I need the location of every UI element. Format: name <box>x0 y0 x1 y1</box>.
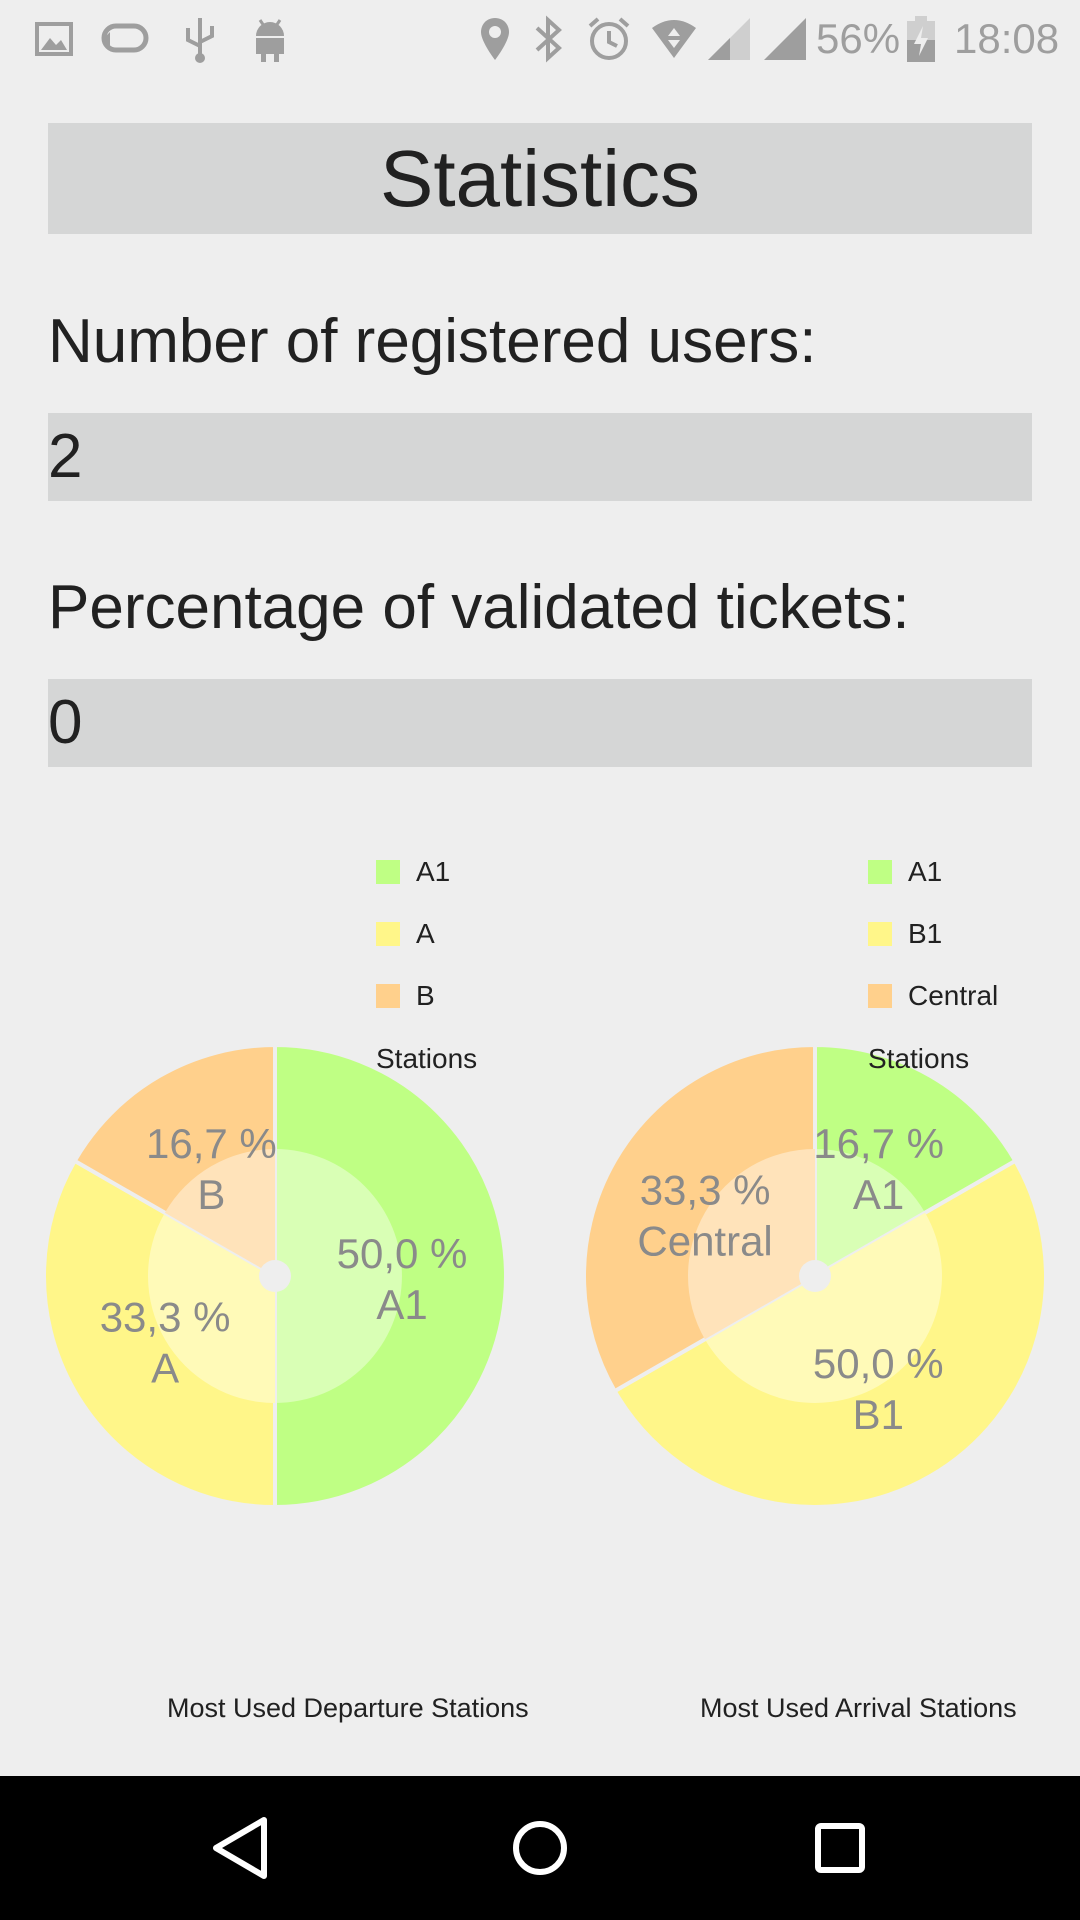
legend-swatch <box>376 922 400 946</box>
pie-slice-inner-a1 <box>815 1149 926 1276</box>
slice-value-label: 33,3 % <box>100 1294 231 1341</box>
wifi-icon <box>652 20 696 58</box>
legend-label: A1 <box>908 856 943 887</box>
slice-name-label: Central <box>637 1217 772 1264</box>
pie-slice-inner-a <box>148 1212 275 1403</box>
legend-title: Stations <box>376 1043 478 1074</box>
validated-tickets-value: 0 <box>48 679 1032 767</box>
location-icon <box>481 18 509 60</box>
slice-name-label: A1 <box>853 1171 904 1218</box>
battery-icon <box>907 16 935 62</box>
bluetooth-icon <box>535 15 562 63</box>
back-icon[interactable] <box>200 1808 280 1888</box>
slice-name-label: A <box>151 1345 179 1392</box>
status-bar: 56% 18:08 <box>0 0 1080 78</box>
navigation-bar <box>0 1776 1080 1920</box>
legend-label: Central <box>908 980 999 1011</box>
slice-name-label: B <box>197 1171 225 1218</box>
arrival-stations-chart[interactable]: 16,7 % A1 50,0 % B1 33,3 % Central A1 B1 Cent… <box>540 840 1080 1560</box>
slice-value-label: 50,0 % <box>813 1340 944 1387</box>
image-icon <box>35 22 73 56</box>
slice-value-label: 16,7 % <box>813 1120 944 1167</box>
home-icon[interactable] <box>500 1808 580 1888</box>
page-title: Statistics <box>48 123 1032 234</box>
cell-signal-icon <box>708 18 750 60</box>
legend-swatch <box>376 860 400 884</box>
pie-center-hole <box>799 1260 831 1292</box>
android-icon <box>256 19 284 62</box>
slice-value-label: 16,7 % <box>146 1120 277 1167</box>
legend-swatch <box>868 860 892 884</box>
pie-slice-inner-b1 <box>704 1212 942 1403</box>
recents-icon[interactable] <box>800 1808 880 1888</box>
slice-value-label: 33,3 % <box>640 1166 771 1213</box>
battery-percent: 56% <box>816 15 901 62</box>
slice-name-label: B1 <box>853 1391 904 1438</box>
legend-label: B <box>416 980 435 1011</box>
slice-name-label: A1 <box>376 1281 427 1328</box>
alarm-icon <box>588 17 630 60</box>
registered-users-label: Number of registered users: <box>48 307 817 376</box>
pie-slice-inner-b <box>164 1149 275 1276</box>
pie-slice-inner-a1 <box>275 1149 402 1403</box>
sync-icon <box>101 23 149 53</box>
departure-stations-chart[interactable]: 50,0 % A1 33,3 % A 16,7 % B A1 A B Stations <box>0 840 540 1560</box>
pie-center-hole <box>259 1260 291 1292</box>
departure-chart-description: Most Used Departure Stations <box>167 1693 529 1723</box>
arrival-chart-description: Most Used Arrival Stations <box>700 1693 1017 1723</box>
cell-signal-icon <box>764 18 806 60</box>
usb-icon <box>186 18 214 63</box>
legend-swatch <box>376 984 400 1008</box>
legend-swatch <box>868 922 892 946</box>
registered-users-value: 2 <box>48 413 1032 501</box>
legend-title: Stations <box>868 1043 970 1074</box>
pie-slice-inner-central <box>688 1149 815 1340</box>
validated-tickets-label: Percentage of validated tickets: <box>48 573 910 642</box>
legend-label: A1 <box>416 856 451 887</box>
clock: 18:08 <box>954 15 1060 62</box>
legend-label: B1 <box>908 918 943 949</box>
legend-swatch <box>868 984 892 1008</box>
slice-value-label: 50,0 % <box>337 1230 468 1277</box>
legend-label: A <box>416 918 435 949</box>
